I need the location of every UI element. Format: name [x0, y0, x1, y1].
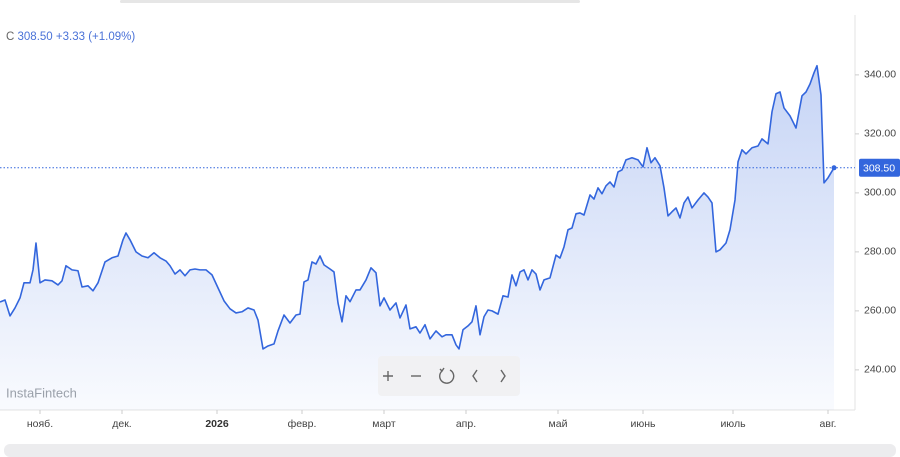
y-tick-label: 340.00: [864, 69, 896, 81]
scrollbar[interactable]: [4, 444, 896, 457]
last-price-label: 308.50: [863, 163, 895, 175]
x-tick-label: май: [549, 418, 568, 430]
x-tick-label: апр.: [456, 418, 476, 430]
reset-button[interactable]: [439, 367, 455, 384]
y-tick-label: 260.00: [864, 305, 896, 317]
toolbar-bg: [378, 356, 520, 396]
x-tick-label: дек.: [112, 418, 131, 430]
area-fill: [0, 65, 834, 411]
change: +3.33: [56, 31, 85, 43]
last-price: 308.50: [18, 31, 53, 43]
x-tick-label: июль: [720, 418, 746, 430]
y-tick-label: 280.00: [864, 246, 896, 258]
plot-area: [0, 64, 835, 411]
x-tick-label: февр.: [288, 418, 317, 430]
watermark: InstaFintech: [6, 385, 77, 400]
top-bar: [120, 0, 580, 3]
header: C 308.50 +3.33 (+1.09%): [6, 31, 135, 43]
change-percent: (+1.09%): [88, 31, 135, 43]
x-tick-label: июнь: [630, 418, 656, 430]
toolbar: [378, 356, 520, 396]
x-tick-label: авг.: [820, 418, 837, 430]
x-tick-label: март: [372, 418, 396, 430]
symbol: C: [6, 31, 14, 43]
last-price-badge: [859, 158, 900, 177]
y-tick-label: 320.00: [864, 128, 896, 140]
last-point: [831, 165, 837, 171]
scroll-left-button[interactable]: [472, 369, 478, 383]
x-tick-label: 2026: [205, 418, 229, 430]
y-tick-label: 300.00: [864, 187, 896, 199]
price-line: [0, 64, 835, 350]
zoom-in-button[interactable]: [383, 371, 393, 381]
scroll-right-button[interactable]: [500, 369, 506, 383]
x-tick-label: нояб.: [27, 418, 53, 430]
y-tick-label: 240.00: [864, 364, 896, 376]
